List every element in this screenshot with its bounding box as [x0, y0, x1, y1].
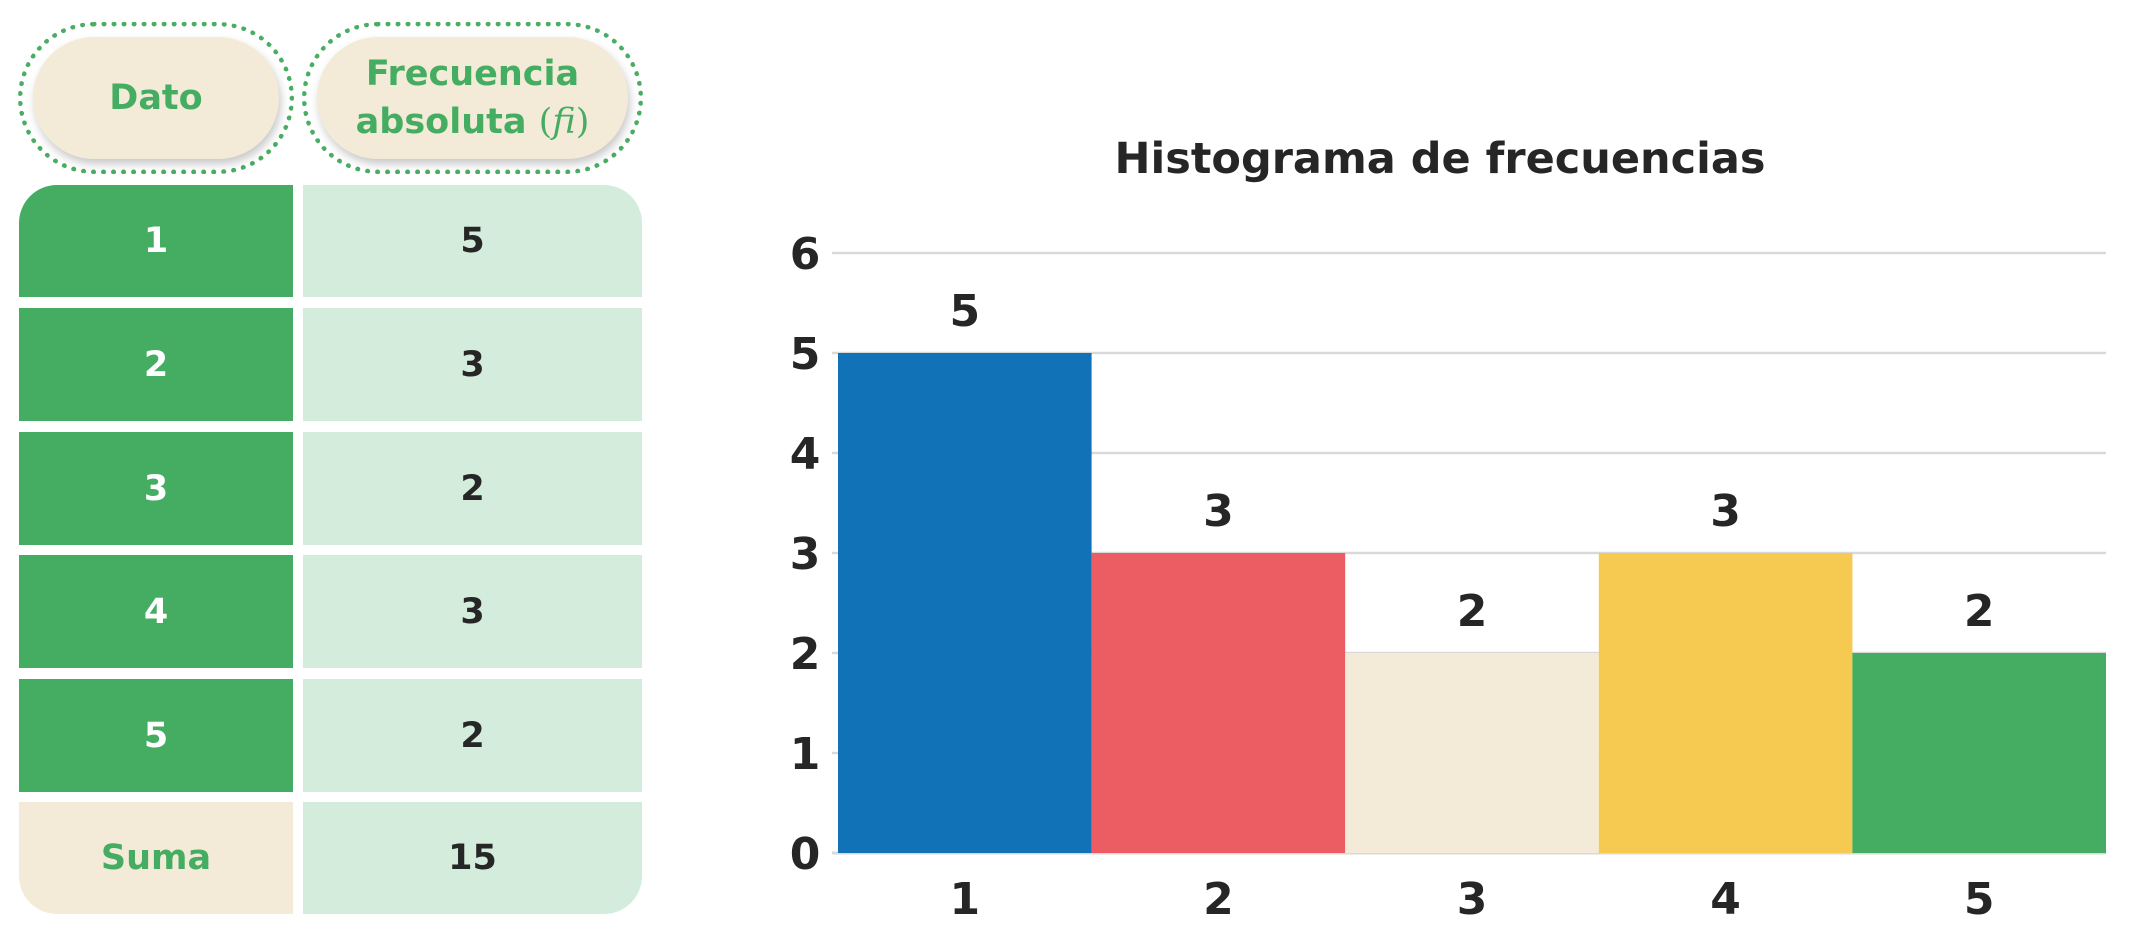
cell-text: 4	[143, 591, 169, 632]
histogram-bar	[1091, 553, 1346, 853]
fi-formula: (fi)	[538, 102, 590, 142]
y-tick-label: 0	[790, 829, 821, 880]
y-tick-label: 5	[790, 329, 821, 380]
chart-title: Histograma de frecuencias	[1115, 134, 1766, 184]
x-tick-label: 3	[1457, 874, 1488, 925]
cell-text: 5	[143, 715, 169, 756]
cell-text: 2	[143, 344, 169, 385]
cell-text: 2	[460, 715, 485, 756]
dato-header: Dato	[18, 22, 294, 174]
table-cell-dato: 4	[19, 555, 293, 668]
cell-text: 3	[460, 591, 485, 632]
suma-value: 15	[448, 838, 497, 878]
y-tick-label: 6	[790, 229, 821, 280]
dato-header-pill: Dato	[33, 37, 279, 159]
x-tick-label: 2	[1203, 874, 1234, 925]
frecuencia-header-line1: Frecuencia	[365, 54, 580, 94]
data-label: 3	[1203, 486, 1234, 537]
cell-text: 5	[460, 221, 485, 261]
frecuencia-header-pill: Frecuencia absoluta (fi)	[317, 37, 628, 159]
cell-text: 3	[460, 344, 485, 385]
table-cell-fi: 3	[303, 555, 642, 668]
y-axis-ticks: 0 1 2 3 4 5 6	[790, 229, 821, 880]
frecuencia-header-text: Frecuencia absoluta (fi)	[356, 50, 590, 146]
data-label: 5	[949, 286, 980, 337]
frecuencia-header-line2: absoluta (fi)	[356, 98, 590, 146]
x-tick-label: 4	[1710, 874, 1741, 925]
y-tick-label: 2	[790, 629, 821, 680]
histogram-bar	[1852, 653, 2106, 853]
cell-text: 2	[460, 468, 485, 509]
table-cell-dato: 5	[19, 679, 293, 792]
cell-text: 1	[143, 221, 169, 261]
table-cell-fi: 3	[303, 308, 642, 421]
suma-value-cell: 15	[303, 802, 642, 914]
suma-label: Suma	[100, 838, 212, 878]
histogram-bar	[1345, 653, 1599, 853]
dato-header-label: Dato	[109, 78, 203, 118]
fi-symbol: fi	[552, 102, 576, 142]
absoluta-label: absoluta	[355, 102, 527, 142]
y-tick-label: 3	[790, 529, 821, 580]
table-cell-dato: 3	[19, 432, 293, 545]
table-cell-dato: 1	[19, 185, 293, 297]
suma-label-cell: Suma	[19, 802, 293, 914]
table-cell-fi: 2	[303, 679, 642, 792]
x-axis-ticks: 1 2 3 4 5	[949, 874, 1994, 925]
x-tick-label: 1	[949, 874, 980, 925]
data-label: 3	[1710, 486, 1741, 537]
table-cell-fi: 2	[303, 432, 642, 545]
cell-text: 3	[143, 468, 169, 509]
data-label: 2	[1964, 586, 1995, 637]
data-labels: 5 3 2 3 2	[949, 286, 1994, 637]
data-label: 2	[1457, 586, 1488, 637]
table-cell-dato: 2	[19, 308, 293, 421]
histogram-bar	[838, 353, 1092, 853]
y-tick-label: 4	[790, 429, 821, 480]
table-cell-fi: 5	[303, 185, 642, 297]
y-tick-label: 1	[790, 729, 821, 780]
frecuencia-header: Frecuencia absoluta (fi)	[302, 22, 643, 174]
bars	[838, 353, 2106, 853]
x-tick-label: 5	[1964, 874, 1995, 925]
histogram-bar	[1598, 553, 1853, 853]
